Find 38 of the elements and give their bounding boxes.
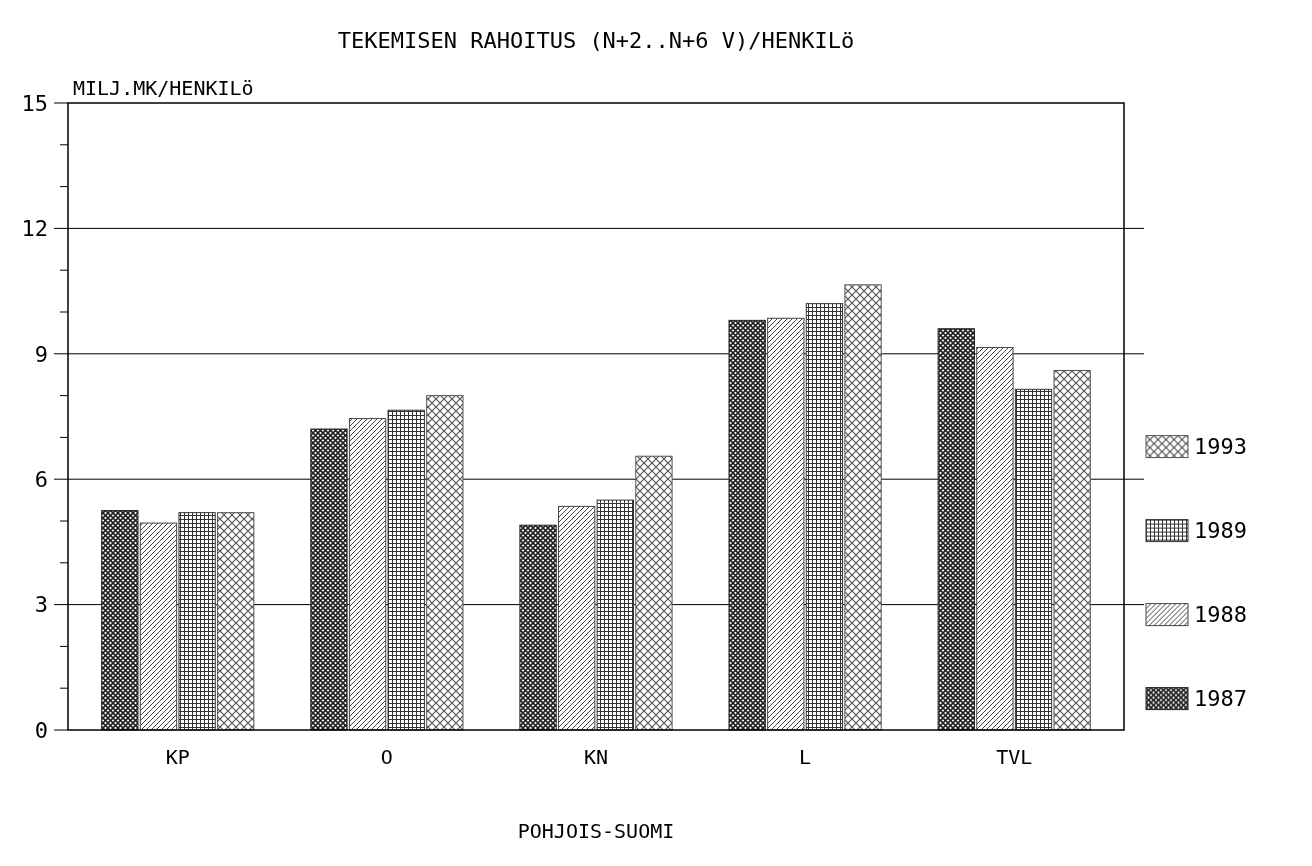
bar — [310, 428, 348, 731]
bar — [844, 284, 882, 731]
y-tick-label: 3 — [34, 592, 48, 618]
bar — [519, 524, 557, 731]
bar — [217, 512, 255, 731]
bar — [387, 409, 425, 731]
x-tick-label: KP — [165, 745, 190, 769]
legend-label: 1989 — [1194, 518, 1247, 544]
legend-label: 1993 — [1194, 434, 1247, 460]
chart-title: TEKEMISEN RAHOITUS (N+2..N+6 V)/HENKILö — [337, 28, 855, 53]
bar — [728, 319, 766, 731]
bar — [596, 499, 634, 731]
bar — [805, 303, 844, 731]
bar — [1014, 388, 1053, 731]
x-tick-label: TVL — [996, 745, 1033, 769]
y-tick-label: 0 — [34, 717, 48, 743]
bar — [348, 418, 387, 731]
x-tick-label: KN — [583, 745, 609, 769]
y-tick-label: 12 — [21, 216, 48, 242]
bar — [101, 510, 139, 731]
bar — [767, 317, 805, 731]
bar — [635, 455, 673, 731]
bar — [178, 512, 216, 731]
x-axis-title: POHJOIS-SUOMI — [517, 819, 675, 843]
bar — [937, 328, 975, 731]
legend-label: 1987 — [1194, 686, 1247, 712]
bar — [976, 347, 1014, 731]
x-tick-label: L — [799, 745, 812, 769]
bar — [558, 505, 596, 731]
x-tick-label: O — [380, 745, 393, 769]
y-tick-label: 9 — [34, 341, 48, 367]
legend-label: 1988 — [1194, 602, 1247, 628]
bar — [1053, 370, 1091, 731]
bar — [426, 395, 464, 731]
y-axis-title: MILJ.MK/HENKILö — [73, 76, 254, 100]
y-tick-label: 6 — [34, 466, 48, 492]
bar — [139, 522, 178, 731]
y-tick-label: 15 — [21, 90, 48, 116]
